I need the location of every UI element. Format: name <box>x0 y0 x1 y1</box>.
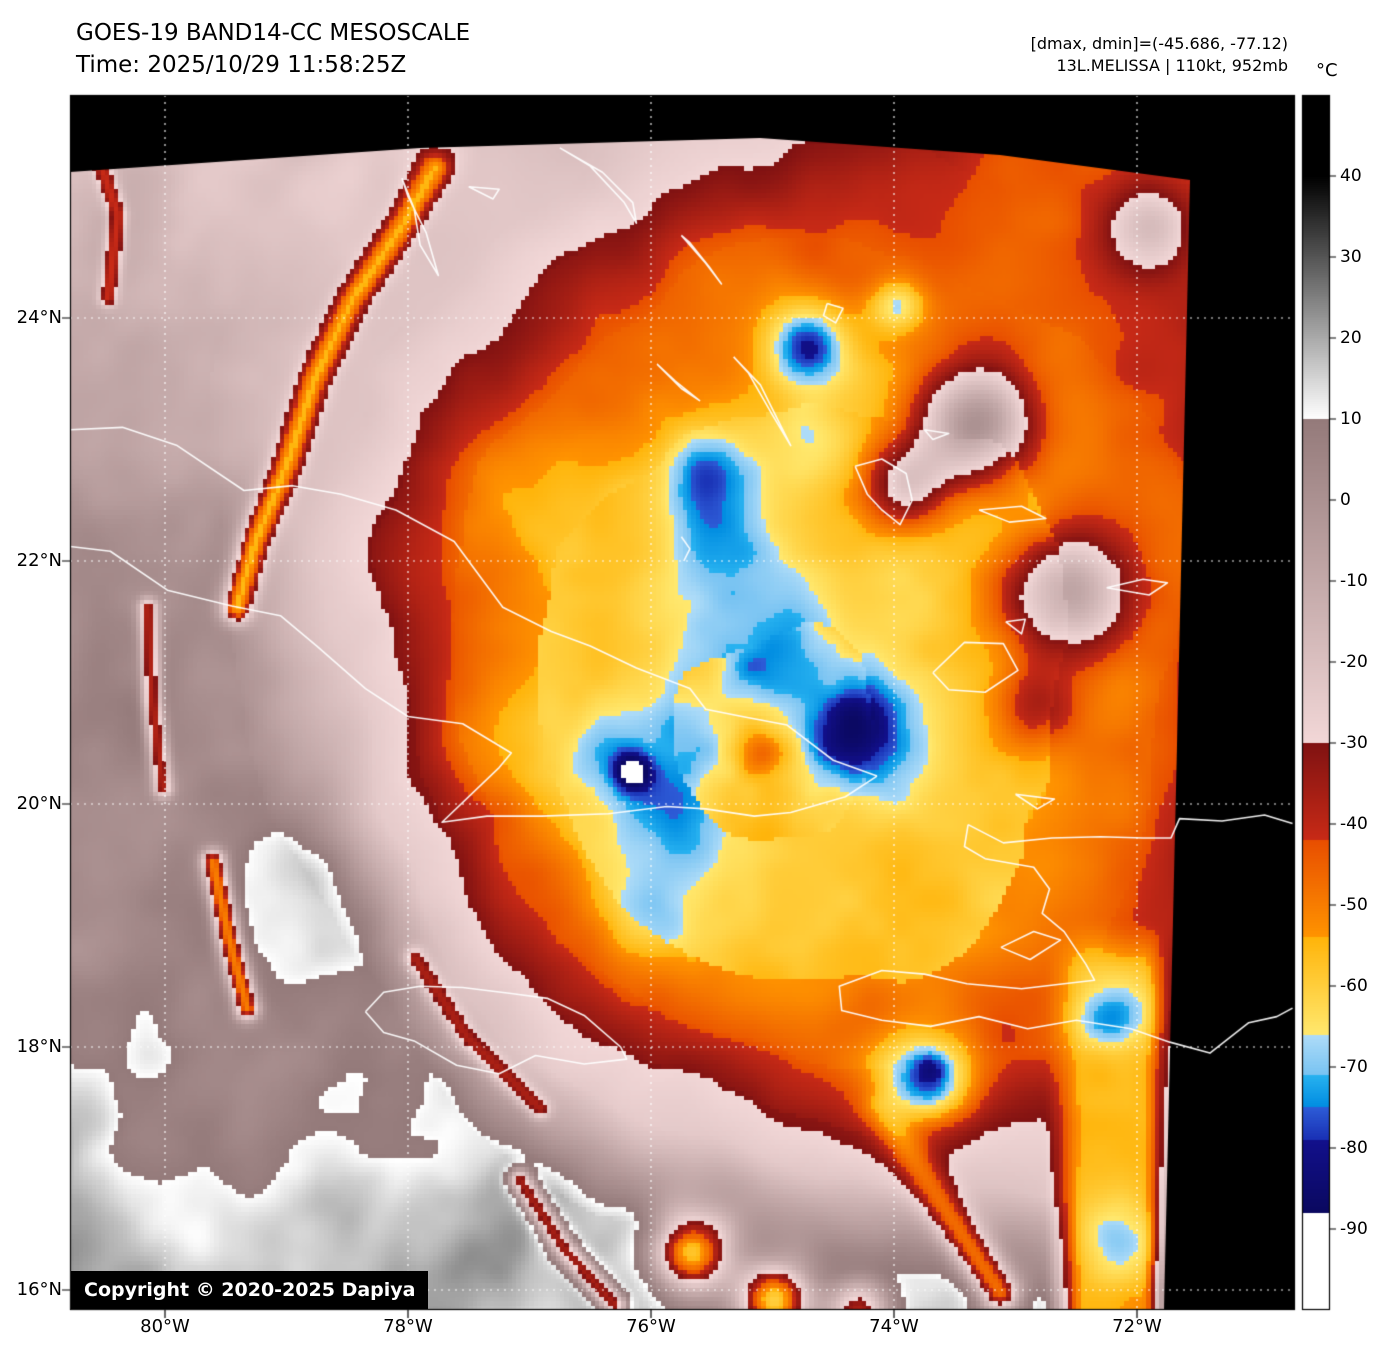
figure-container: GOES-19 BAND14-CC MESOSCALE Time: 2025/1… <box>0 0 1390 1359</box>
satellite-map-canvas <box>0 0 1390 1359</box>
